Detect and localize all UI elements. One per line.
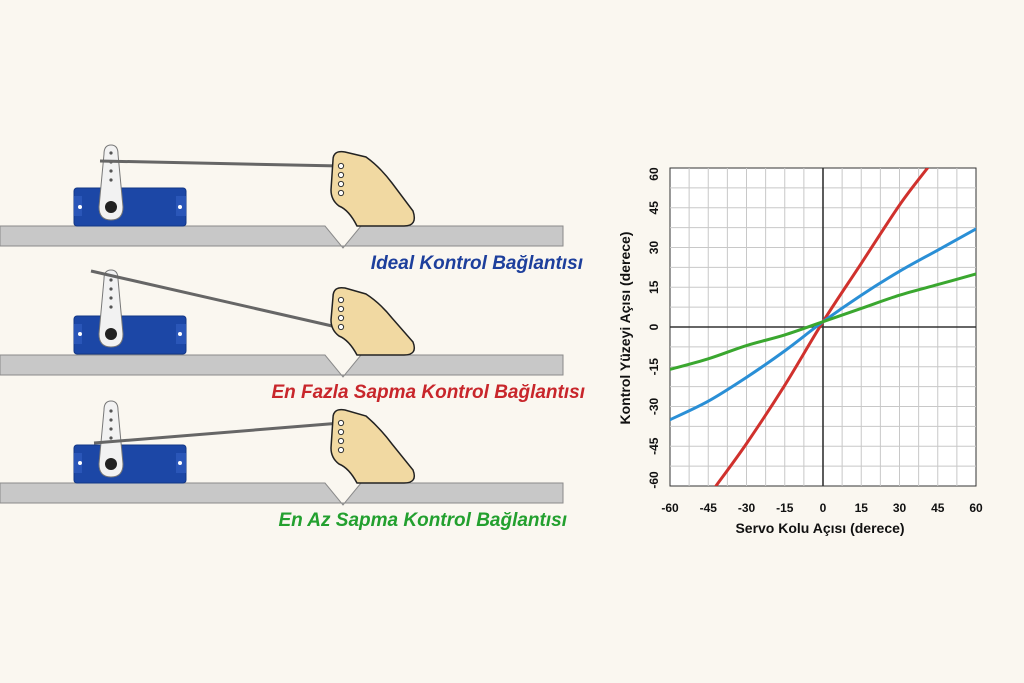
caption-max-deflection-linkage: En Fazla Sapma Kontrol Bağlantısı [271, 382, 585, 403]
x-tick-label: 15 [855, 501, 869, 515]
y-tick-labels: 60 45 30 15 0 -15 -30 -45 -60 [647, 167, 661, 489]
y-tick-label: -30 [647, 398, 661, 416]
x-tick-label: 45 [931, 501, 945, 515]
servo-spline-icon [105, 458, 117, 470]
control-horn [330, 150, 416, 227]
x-tick-label: 60 [969, 501, 983, 515]
servo-screw-icon [178, 205, 182, 209]
horn-hole-icon [109, 296, 113, 300]
servo-screw-icon [178, 332, 182, 336]
zero-axes [670, 168, 976, 486]
chart-series [670, 168, 976, 486]
caption-ideal-linkage: Ideal Kontrol Bağlantısı [371, 253, 583, 274]
horn-hole-icon [109, 409, 113, 413]
series-line-2 [670, 272, 976, 371]
servo-horn [98, 144, 124, 221]
horn-hole-icon [109, 278, 113, 282]
x-tick-label: -30 [738, 501, 756, 515]
x-tick-label: -45 [700, 501, 718, 515]
horn-hole-icon [109, 418, 113, 422]
control-surface-base [0, 482, 564, 506]
y-axis-title: Kontrol Yüzeyi Açısı (derece) [617, 232, 633, 425]
y-tick-label: 0 [647, 323, 661, 330]
servo-body [73, 444, 187, 484]
control-horn-hole-icon [337, 180, 345, 188]
x-tick-label: 30 [893, 501, 907, 515]
pushrod [93, 421, 342, 445]
servo-mount-tab-left [74, 196, 82, 216]
control-horn-hole-icon [337, 171, 345, 179]
deflection-chart: -60 -45 -30 -15 0 15 30 45 60 60 45 30 15 0 -15 -30 -45… [617, 167, 983, 536]
pushrod [90, 269, 342, 330]
horn-hole-icon [109, 151, 113, 155]
y-tick-label: 30 [647, 241, 661, 255]
servo-spline-icon [105, 201, 117, 213]
pushrod [99, 159, 342, 168]
control-horn-hole-icon [337, 446, 345, 454]
x-tick-label: 0 [820, 501, 827, 515]
y-tick-label: -45 [647, 437, 661, 455]
panel-min-deflection-linkage: En Az Sapma Kontrol Bağlantısı [0, 400, 567, 531]
control-horn-hole-icon [337, 428, 345, 436]
control-horn-hole-icon [337, 323, 345, 331]
x-tick-label: -15 [776, 501, 794, 515]
y-tick-label: -60 [647, 471, 661, 489]
horn-hole-icon [109, 169, 113, 173]
panel-ideal-linkage: Ideal Kontrol Bağlantısı [0, 144, 583, 274]
y-tick-label: 60 [647, 167, 661, 181]
servo-spline-icon [105, 328, 117, 340]
control-horn [330, 408, 416, 484]
caption-min-deflection-linkage: En Az Sapma Kontrol Bağlantısı [278, 510, 567, 531]
horn-hole-icon [109, 305, 113, 309]
horn-hole-icon [109, 287, 113, 291]
control-horn-hole-icon [337, 305, 345, 313]
horn-hole-icon [109, 436, 113, 440]
control-horn-hole-icon [337, 437, 345, 445]
control-horn-hole-icon [337, 419, 345, 427]
servo-screw-icon [178, 461, 182, 465]
y-tick-label: 45 [647, 201, 661, 215]
servo-screw-icon [78, 205, 82, 209]
servo-screw-icon [78, 332, 82, 336]
horn-hole-icon [109, 178, 113, 182]
panel-max-deflection-linkage: En Fazla Sapma Kontrol Bağlantısı [0, 269, 585, 403]
servo-body [73, 187, 187, 227]
x-tick-labels: -60 -45 -30 -15 0 15 30 45 60 [661, 501, 983, 515]
x-tick-label: -60 [661, 501, 679, 515]
x-axis-title: Servo Kolu Açısı (derece) [735, 520, 904, 536]
servo-screw-icon [78, 461, 82, 465]
horn-hole-icon [109, 427, 113, 431]
control-horn-hole-icon [337, 314, 345, 322]
control-horn-hole-icon [337, 162, 345, 170]
servo-body [73, 315, 187, 355]
control-horn-hole-icon [337, 189, 345, 197]
control-horn [330, 286, 416, 356]
y-tick-label: 15 [647, 280, 661, 294]
control-horn-hole-icon [337, 296, 345, 304]
control-surface-base [0, 354, 564, 378]
control-surface-base [0, 225, 564, 249]
y-tick-label: -15 [647, 358, 661, 376]
